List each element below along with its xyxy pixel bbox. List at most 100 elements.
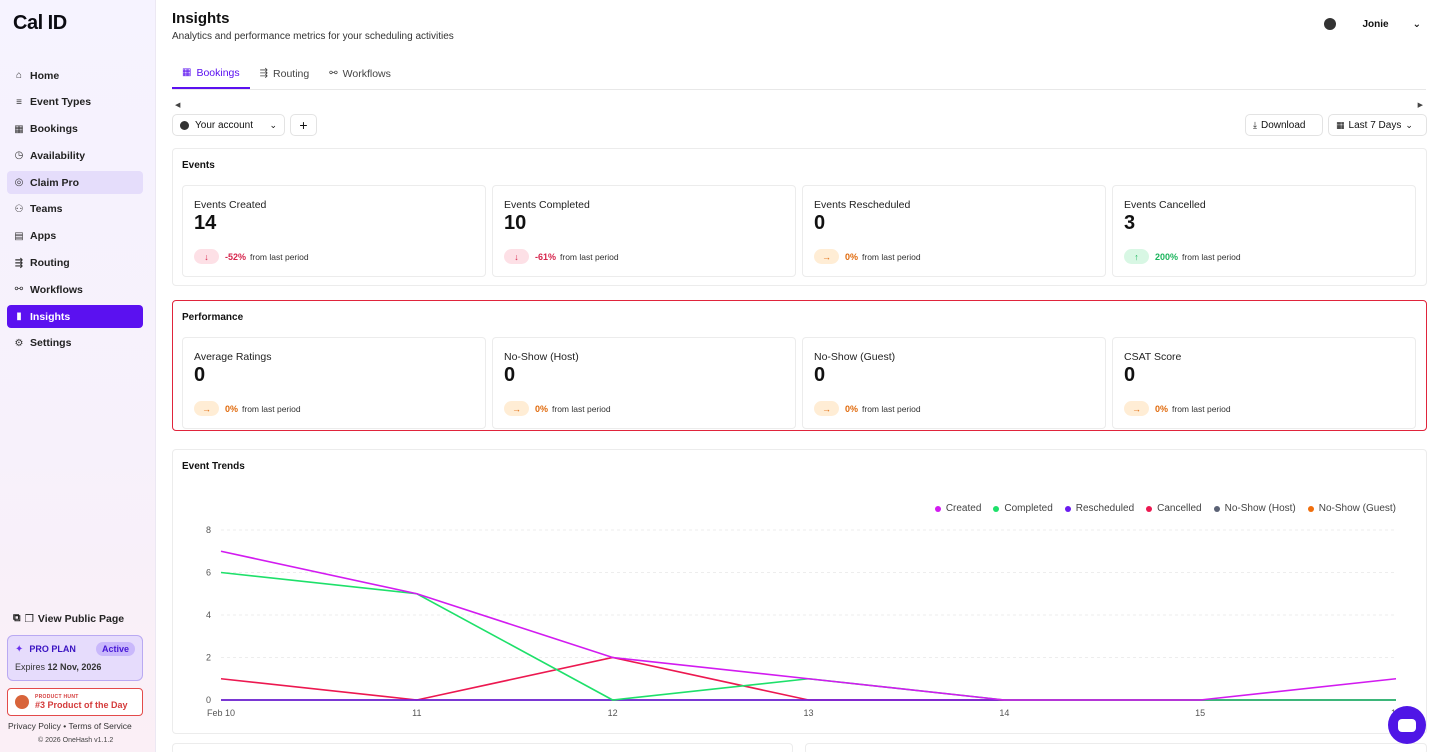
gear-icon: ⚙ <box>14 337 24 349</box>
clock-icon: ◷ <box>14 150 24 162</box>
metric-card-events-cancelled: Events Cancelled 3 ↑ 200% from last peri… <box>1112 185 1416 277</box>
users-icon: ⚇ <box>14 203 24 215</box>
download-button[interactable]: ⤓ Download <box>1245 114 1323 136</box>
legend-swatch <box>993 505 1000 512</box>
metric-card-events-rescheduled: Events Rescheduled 0 → 0% from last peri… <box>802 185 1106 277</box>
pro-plan-card[interactable]: ✦ PRO PLAN Active Expires 12 Nov, 2026 <box>7 635 143 681</box>
product-hunt-badge[interactable]: PRODUCT HUNT #3 Product of the Day <box>7 688 143 716</box>
plan-name: PRO PLAN <box>29 644 76 654</box>
sidebar-item-label: Workflows <box>30 283 83 296</box>
metric-change: 0% <box>1155 403 1169 414</box>
legend-label: Rescheduled <box>1075 503 1135 514</box>
sidebar-item-label: Teams <box>30 203 63 216</box>
terms-of-service-link[interactable]: Terms of Service <box>68 721 132 731</box>
metric-card-events-completed: Events Completed 10 ↓ -61% from last per… <box>492 185 796 277</box>
privacy-policy-link[interactable]: Privacy Policy <box>8 721 61 731</box>
metric-value: 14 <box>194 212 217 234</box>
sidebar-item-workflows[interactable]: ⚯ Workflows <box>7 278 143 301</box>
tab-bookings[interactable]: ▦ Bookings <box>172 58 250 89</box>
metric-value: 0 <box>1124 364 1136 386</box>
add-filter-button[interactable]: + <box>290 114 317 136</box>
metric-card-no-show-guest: No-Show (Guest) 0 → 0% from last period <box>802 337 1106 429</box>
account-selector[interactable]: Your account ⌄ <box>172 114 285 136</box>
legend-label: No-Show (Host) <box>1224 503 1296 514</box>
product-hunt-label: PRODUCT HUNT <box>35 694 79 700</box>
bar-chart-icon: ▮ <box>16 311 22 323</box>
metric-change-suffix: from last period <box>1182 251 1241 262</box>
sidebar-nav: ⌂ Home ≡ Event Types ▦ Bookings ◷ Availabil… <box>7 64 143 359</box>
medal-icon <box>15 695 29 709</box>
routing-icon: ⇶ <box>14 257 24 269</box>
series-line-created[interactable] <box>220 550 1397 701</box>
x-tick-label: 15 <box>1195 708 1205 718</box>
sidebar-item-label: Insights <box>30 310 71 323</box>
sidebar-item-routing[interactable]: ⇶ Routing <box>7 252 143 275</box>
plan-status-badge: Active <box>95 642 135 656</box>
copy-icon[interactable]: ❐ <box>24 612 34 625</box>
app-logo[interactable]: Cal ID <box>13 12 67 34</box>
legend-item-created[interactable]: Created <box>934 503 982 514</box>
metric-change: 200% <box>1155 251 1179 262</box>
tab-workflows[interactable]: ⚯ Workflows <box>319 58 401 89</box>
page-subtitle: Analytics and performance metrics for yo… <box>172 31 454 42</box>
metric-label: No-Show (Guest) <box>814 351 896 363</box>
legend-item-no-show-guest[interactable]: No-Show (Guest) <box>1307 503 1396 514</box>
metric-card-average-ratings: Average Ratings 0 → 0% from last period <box>182 337 486 429</box>
metric-value: 3 <box>1124 212 1136 234</box>
sidebar-item-label: Routing <box>30 257 70 270</box>
legend-swatch <box>1307 505 1314 512</box>
legend-item-cancelled[interactable]: Cancelled <box>1146 503 1202 514</box>
events-cards: Events Created 14 ↓ -52% from last perio… <box>182 185 1416 277</box>
sidebar-item-apps[interactable]: ▤ Apps <box>7 225 143 248</box>
arrow-right-icon: → <box>814 249 839 264</box>
metric-change: -61% <box>535 251 557 262</box>
legend-item-completed[interactable]: Completed <box>993 503 1053 514</box>
chat-icon <box>1398 718 1416 732</box>
y-tick-label: 8 <box>206 525 211 535</box>
arrow-right-icon: → <box>814 401 839 416</box>
sidebar-item-event-types[interactable]: ≡ Event Types <box>7 91 143 114</box>
metric-label: Average Ratings <box>194 351 272 363</box>
sidebar-item-bookings[interactable]: ▦ Bookings <box>7 118 143 141</box>
tab-routing[interactable]: ⇶ Routing <box>250 58 320 89</box>
x-tick-label: 11 <box>412 708 421 718</box>
sidebar-item-insights[interactable]: ▮ Insights <box>7 305 143 329</box>
scroll-right-icon[interactable]: ▶ <box>1417 102 1423 109</box>
arrow-right-icon: → <box>504 401 529 416</box>
sidebar-item-home[interactable]: ⌂ Home <box>7 64 143 87</box>
download-icon: ⤓ <box>1253 119 1257 130</box>
metric-label: Events Cancelled <box>1124 199 1206 211</box>
chat-button[interactable] <box>1388 706 1426 744</box>
metric-label: Events Created <box>194 199 267 211</box>
x-tick-label: Feb 10 <box>207 708 235 718</box>
insights-tabs: ▦ Bookings ⇶ Routing ⚯ Workflows <box>172 58 1426 90</box>
download-label: Download <box>1260 119 1306 131</box>
legend-item-no-show-host[interactable]: No-Show (Host) <box>1213 503 1296 514</box>
metric-label: Events Completed <box>504 199 590 211</box>
series-line-completed[interactable] <box>220 571 1396 701</box>
sidebar-item-label: Event Types <box>30 96 92 109</box>
chevron-down-icon: ⌄ <box>1405 119 1413 130</box>
bottom-card-right <box>805 743 1427 752</box>
metric-value: 0 <box>814 212 826 234</box>
workflow-icon: ⚯ <box>329 68 338 79</box>
sidebar-item-label: Claim Pro <box>30 176 80 189</box>
sidebar-item-label: Apps <box>30 230 57 243</box>
legend-label: Created <box>945 503 982 514</box>
sidebar-item-availability[interactable]: ◷ Availability <box>7 144 143 167</box>
view-public-page-link[interactable]: ⧉ ❐ View Public Page <box>13 612 124 625</box>
legend-item-rescheduled[interactable]: Rescheduled <box>1064 503 1135 514</box>
user-menu[interactable]: Jonie ⌄ <box>1324 18 1421 30</box>
sidebar-item-teams[interactable]: ⚇ Teams <box>7 198 143 221</box>
sidebar-item-claim-pro[interactable]: ◎ Claim Pro <box>7 171 143 195</box>
sidebar-item-settings[interactable]: ⚙ Settings <box>7 332 143 355</box>
chevron-down-icon: ⌄ <box>269 119 277 130</box>
chevron-down-icon: ⌄ <box>1412 18 1421 30</box>
main-content: Insights Analytics and performance metri… <box>156 0 1435 752</box>
metric-change-suffix: from last period <box>1172 403 1231 414</box>
date-range-selector[interactable]: ▦ Last 7 Days ⌄ <box>1328 114 1427 136</box>
metric-change-suffix: from last period <box>250 251 309 262</box>
scroll-left-icon[interactable]: ◀ <box>175 102 181 109</box>
performance-section: Performance Average Ratings 0 → 0% from … <box>172 300 1427 431</box>
